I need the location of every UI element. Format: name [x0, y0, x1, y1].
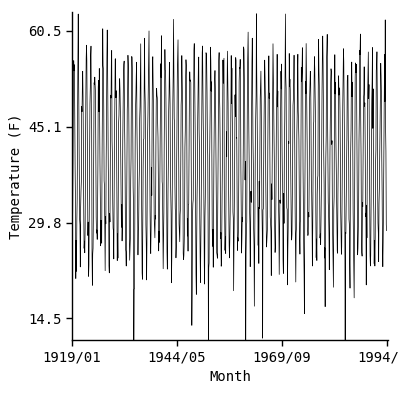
Y-axis label: Temperature (F): Temperature (F) — [8, 113, 22, 239]
X-axis label: Month: Month — [209, 370, 251, 384]
